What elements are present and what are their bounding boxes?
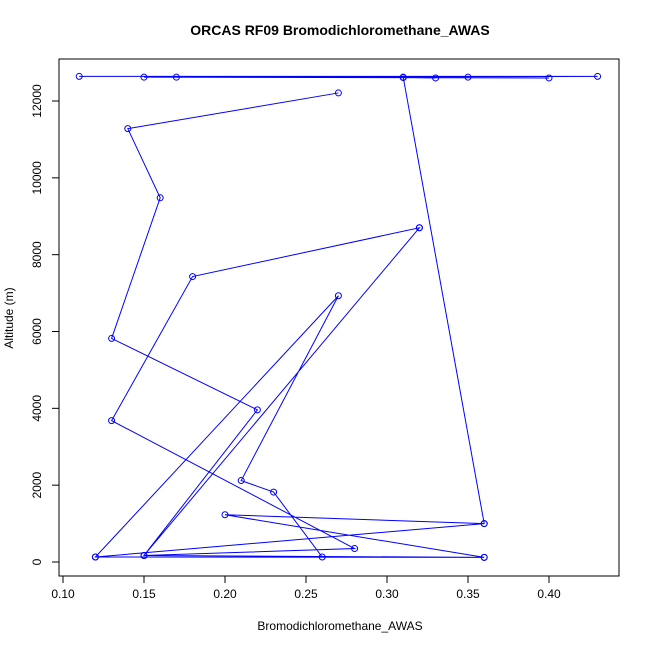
y-axis-label: Altitude (m) xyxy=(2,287,16,348)
data-point xyxy=(75,72,83,80)
chart-title: ORCAS RF09 Bromodichloromethane_AWAS xyxy=(190,22,490,38)
x-tick-label: 0.20 xyxy=(213,587,237,601)
data-point xyxy=(480,553,488,561)
data-point xyxy=(480,520,488,528)
series-layer xyxy=(75,72,602,561)
data-point xyxy=(334,89,342,97)
y-tick-label: 12000 xyxy=(30,84,44,118)
x-tick-label: 0.35 xyxy=(456,587,480,601)
data-point xyxy=(351,545,359,553)
plot-frame xyxy=(58,58,620,577)
data-point xyxy=(464,73,472,81)
data-point xyxy=(156,194,164,202)
x-tick-label: 0.10 xyxy=(51,587,75,601)
data-point xyxy=(253,406,261,414)
y-tick-label: 6000 xyxy=(30,318,44,345)
data-point xyxy=(140,73,148,81)
data-point xyxy=(172,73,180,81)
y-tick-label: 10000 xyxy=(30,161,44,195)
y-axis: 0 2000 4000 6000 8000 10000 12000 xyxy=(30,84,60,565)
x-axis: 0.10 0.15 0.20 0.25 0.30 0.35 0.40 xyxy=(51,575,561,601)
data-point xyxy=(399,73,407,81)
data-point xyxy=(432,74,440,82)
data-point xyxy=(415,224,423,232)
data-point xyxy=(140,551,148,559)
x-tick-label: 0.30 xyxy=(375,587,399,601)
data-point xyxy=(237,477,245,485)
data-point xyxy=(545,74,553,82)
data-point xyxy=(594,72,602,80)
x-tick-label: 0.25 xyxy=(294,587,318,601)
x-tick-label: 0.40 xyxy=(537,587,561,601)
data-point xyxy=(91,553,99,561)
data-point xyxy=(108,334,116,342)
y-tick-label: 2000 xyxy=(30,471,44,498)
x-tick-label: 0.15 xyxy=(132,587,156,601)
data-point xyxy=(124,125,132,133)
data-point xyxy=(221,511,229,519)
y-tick-label: 4000 xyxy=(30,395,44,422)
data-point xyxy=(189,273,197,281)
y-tick-label: 0 xyxy=(30,558,44,565)
data-point xyxy=(270,488,278,496)
data-point xyxy=(334,292,342,300)
y-tick-label: 8000 xyxy=(30,241,44,268)
data-point xyxy=(318,553,326,561)
series-line xyxy=(79,75,598,558)
x-axis-label: Bromodichloromethane_AWAS xyxy=(257,619,422,633)
data-point xyxy=(108,417,116,425)
